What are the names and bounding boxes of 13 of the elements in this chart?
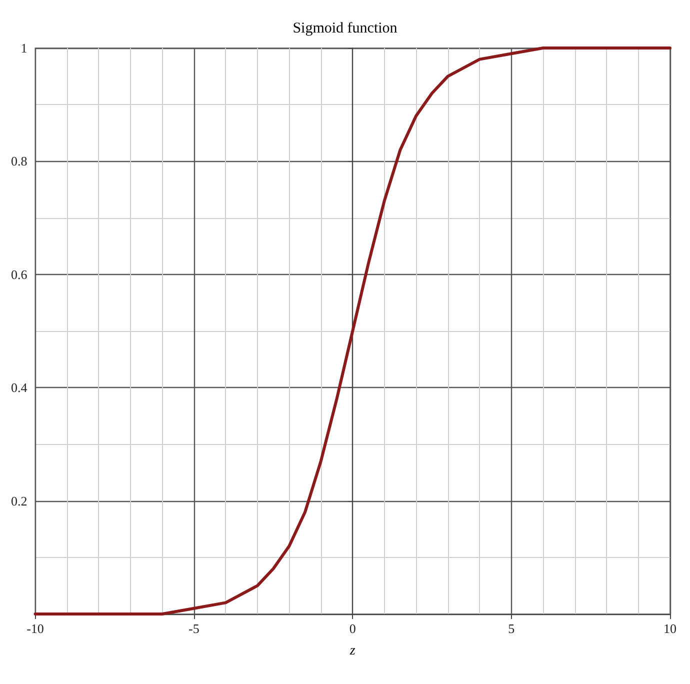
y-tick-label: 0.2 xyxy=(11,493,28,508)
x-tick-label: 5 xyxy=(508,621,515,636)
chart-title: Sigmoid function xyxy=(292,20,398,36)
y-tick-label: 1 xyxy=(20,40,28,56)
x-axis-title: z xyxy=(348,644,356,658)
x-tick-label: 0 xyxy=(349,621,356,636)
y-tick-label: 0.6 xyxy=(11,266,28,282)
x-tick-label: 10 xyxy=(664,621,676,636)
y-tick-label: 0.8 xyxy=(11,154,28,169)
x-tick-label: -5 xyxy=(188,621,200,636)
x-tick-label: -10 xyxy=(26,621,44,636)
line-series xyxy=(34,46,672,616)
y-tick-label: 0.4 xyxy=(11,380,28,396)
